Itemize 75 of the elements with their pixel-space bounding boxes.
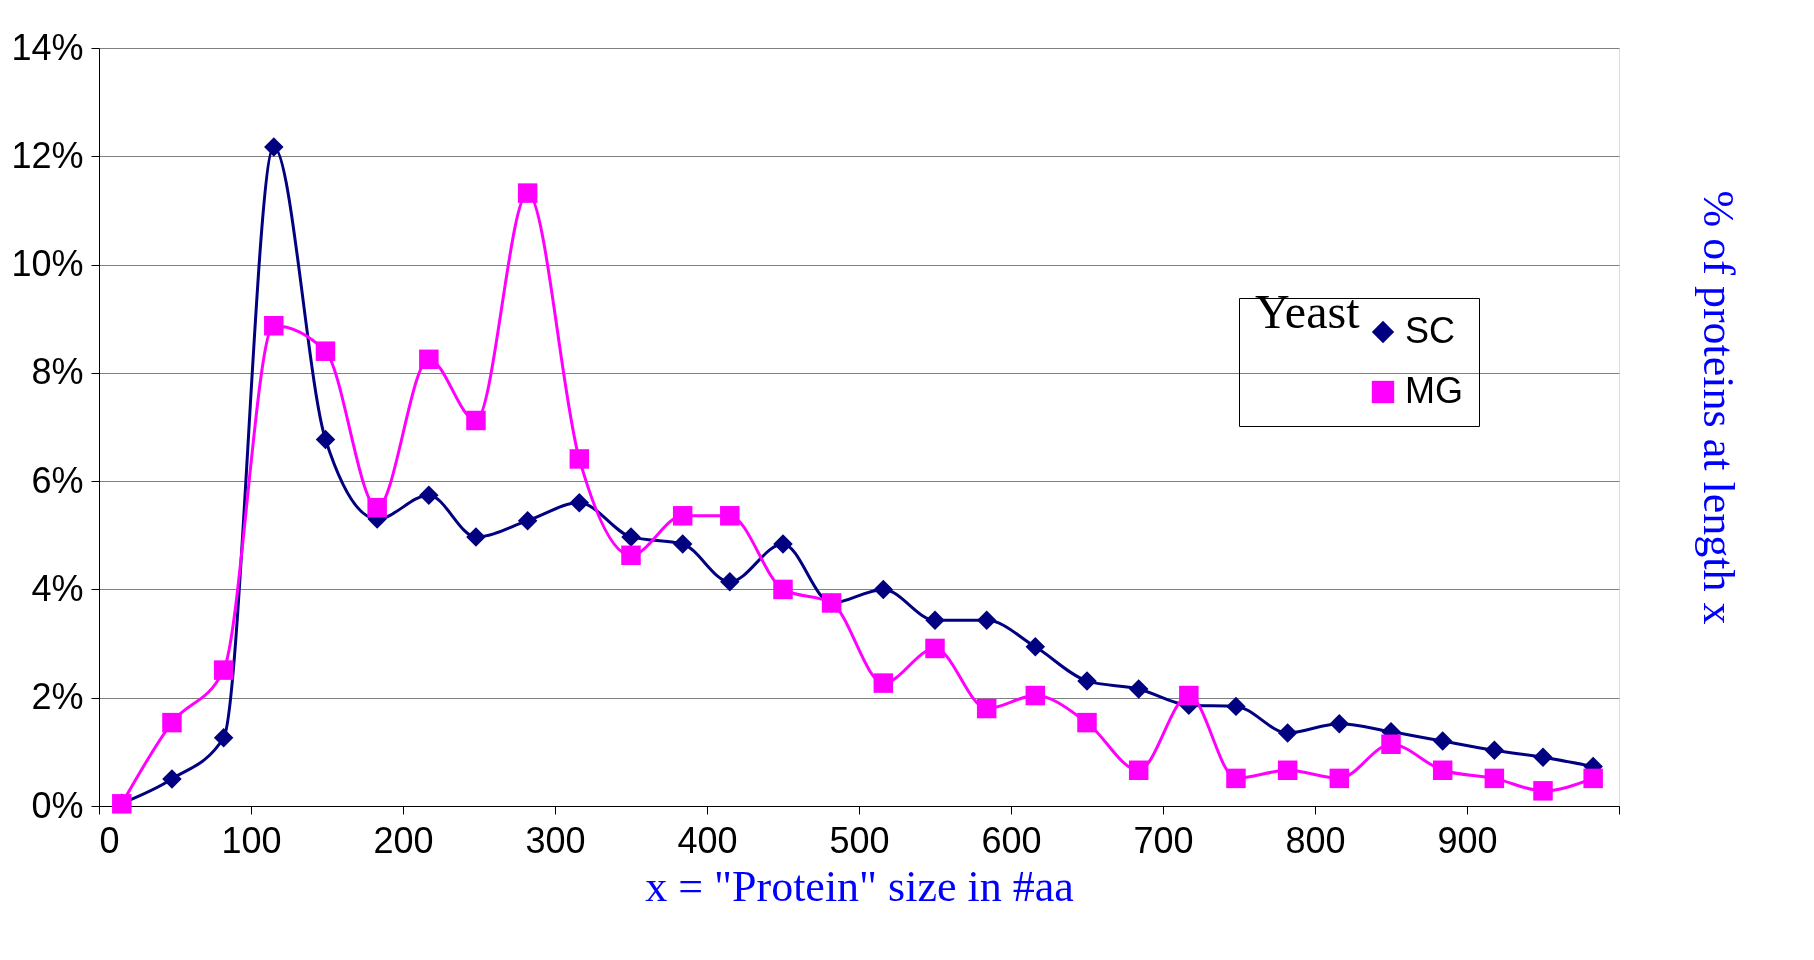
point [213, 660, 234, 680]
y-tick-label: 4% [31, 567, 84, 609]
point [1277, 723, 1298, 743]
point [873, 673, 894, 693]
x-tick-label: 100 [221, 819, 282, 861]
point [1381, 734, 1401, 755]
point [976, 610, 997, 631]
y-tick-label: 0% [31, 784, 84, 826]
y-tick-label: 8% [31, 351, 84, 393]
point [925, 610, 945, 631]
point [976, 698, 997, 719]
point [466, 410, 486, 431]
point [1025, 685, 1046, 706]
point [1432, 760, 1453, 781]
point [1484, 740, 1505, 760]
point [1077, 671, 1097, 691]
point [773, 579, 793, 600]
point [1128, 760, 1149, 781]
point [1128, 679, 1149, 699]
legend-label: MG [1405, 370, 1463, 411]
x-tick-label: 400 [677, 819, 738, 861]
x-tick-label: 300 [525, 819, 586, 861]
point [162, 769, 182, 789]
x-axis-title: x = "Protein" size in #aa [645, 861, 1074, 911]
point [1329, 713, 1350, 734]
point [720, 572, 740, 592]
x-tick-label: 200 [373, 819, 434, 861]
y-tick-label: 6% [31, 459, 84, 501]
x-tick-label: 800 [1285, 819, 1346, 861]
point [466, 527, 486, 547]
x-tick-label: 700 [1133, 819, 1194, 861]
point [873, 579, 894, 600]
y-tick-label: 2% [31, 676, 84, 718]
point [569, 493, 590, 513]
point [315, 429, 336, 450]
point [1329, 768, 1350, 789]
point [517, 183, 538, 203]
point [1025, 637, 1046, 657]
y-tick-label: 14% [11, 26, 84, 68]
point [419, 485, 439, 505]
point [315, 341, 336, 361]
point [1277, 760, 1298, 781]
point [773, 534, 793, 554]
point [1484, 768, 1505, 789]
point [1432, 731, 1453, 751]
point [162, 712, 182, 733]
point [264, 137, 284, 157]
point [213, 728, 234, 748]
point [621, 545, 641, 566]
point [1179, 685, 1199, 706]
x-tick-label: 900 [1437, 819, 1498, 861]
point [1226, 768, 1246, 789]
point [1226, 696, 1246, 717]
point [1533, 781, 1553, 801]
point [672, 534, 693, 554]
point [1077, 712, 1097, 733]
point [720, 506, 740, 526]
point [367, 497, 387, 518]
point [264, 316, 284, 336]
point [1533, 747, 1553, 768]
x-tick-label: 500 [829, 819, 890, 861]
point [925, 638, 945, 659]
x-tick-label: 0 [99, 819, 120, 861]
y-tick-label: 10% [11, 243, 84, 285]
y-tick-label: 12% [11, 134, 84, 176]
legend-label: SC [1405, 310, 1456, 351]
point [621, 527, 641, 547]
x-tick-label: 600 [981, 819, 1042, 861]
point [517, 510, 538, 531]
y-axis-title: % of proteins at length x [1693, 190, 1743, 625]
point [672, 506, 693, 526]
point [419, 349, 439, 370]
legend-title: Yeast [1255, 285, 1361, 338]
point [1583, 768, 1603, 789]
point [569, 449, 590, 469]
